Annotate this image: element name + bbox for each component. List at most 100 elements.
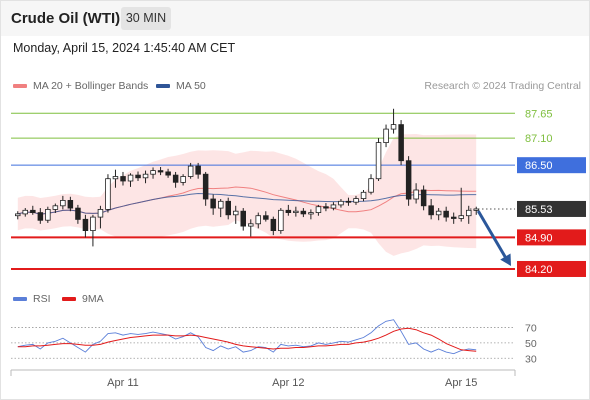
candle-body <box>270 218 277 232</box>
rsi-level-label: 70 <box>525 322 537 334</box>
candle <box>45 206 51 223</box>
candle-body <box>127 174 134 182</box>
candle <box>75 204 81 224</box>
candle-body <box>67 199 74 209</box>
candle-body <box>112 176 119 180</box>
candle <box>360 190 367 202</box>
candle-body <box>75 207 81 220</box>
candle-body <box>240 210 246 227</box>
candle-body <box>278 209 284 232</box>
candle-body <box>120 176 126 182</box>
candle <box>413 183 419 204</box>
candle-body <box>300 210 307 215</box>
candle <box>60 195 66 210</box>
candle <box>195 162 201 179</box>
candle-body <box>14 213 21 217</box>
level-label-87.10: 87.10 <box>525 133 553 145</box>
candle-body <box>187 165 194 177</box>
candle <box>165 168 171 178</box>
candle <box>308 209 314 220</box>
legend-ma20-label: MA 20 + Bollinger Bands <box>33 80 149 92</box>
rsi-level-label: 50 <box>525 338 537 350</box>
candle-body <box>315 206 322 213</box>
candle <box>14 211 21 220</box>
legend-ma20: MA 20 + Bollinger Bands <box>13 80 148 92</box>
candle <box>82 214 89 238</box>
candle <box>428 199 434 220</box>
header-bar: Crude Oil (WTI) 30 MIN <box>0 0 590 36</box>
candle <box>338 199 344 208</box>
candle-body <box>210 198 216 209</box>
candle <box>270 216 277 236</box>
candle <box>473 206 479 215</box>
candle-body <box>165 171 171 176</box>
candle-body <box>135 174 141 179</box>
candle-body <box>330 204 337 209</box>
candle <box>105 174 111 213</box>
candle <box>330 202 337 211</box>
candle <box>52 203 59 214</box>
candle <box>375 138 382 181</box>
candle-body <box>465 209 472 217</box>
candle <box>278 208 284 234</box>
rsi-swatch <box>13 297 27 302</box>
candle <box>390 108 397 134</box>
level-badge <box>517 200 586 217</box>
candle-body <box>82 218 89 232</box>
candle-body <box>368 178 374 193</box>
level-badge-text: 84.20 <box>525 264 553 276</box>
candle-body <box>413 189 419 200</box>
candle-body <box>263 215 269 220</box>
candle <box>285 204 292 216</box>
candle <box>345 197 352 206</box>
level-badge <box>517 229 586 246</box>
candle-body <box>157 170 164 173</box>
legend-rsi: RSI <box>13 293 51 305</box>
level-label-text: 87.10 <box>525 133 553 145</box>
candle-body <box>420 189 427 207</box>
timestamp: Monday, April 15, 2024 1:45:40 AM CET <box>13 41 236 55</box>
candle-body <box>293 210 299 213</box>
candle-body <box>225 200 231 216</box>
level-label-85.53: 85.53 <box>517 200 586 217</box>
level-label-86.50: 86.50 <box>517 157 586 174</box>
x-axis-label: Apr 12 <box>272 377 304 389</box>
ma20-swatch <box>13 84 27 89</box>
timeframe-button[interactable]: 30 MIN <box>121 7 171 30</box>
candle-body <box>405 160 412 200</box>
candle <box>450 212 457 224</box>
candle-body <box>180 176 186 183</box>
level-badge-text: 85.53 <box>525 204 553 216</box>
candle <box>247 219 254 237</box>
candle <box>142 170 149 184</box>
candle <box>435 208 442 221</box>
candle <box>172 171 179 188</box>
candle-body <box>428 205 434 216</box>
candle <box>398 120 404 166</box>
candle-body <box>202 173 209 200</box>
legend-ma50-label: MA 50 <box>176 80 206 92</box>
candle <box>368 174 374 195</box>
candle-body <box>45 208 51 221</box>
legend-rsi-ma: 9MA <box>62 293 104 305</box>
candle-body <box>473 208 479 211</box>
candle <box>150 167 156 179</box>
candle-body <box>52 205 59 210</box>
legend-rsi-ma-label: 9MA <box>82 293 104 305</box>
candle <box>232 205 239 224</box>
level-badge <box>517 260 586 277</box>
forecast-arrow-head <box>500 253 511 266</box>
candle-body <box>353 198 359 203</box>
candle <box>300 208 307 218</box>
candle-body <box>443 210 449 218</box>
rsi-level-label: 30 <box>525 353 537 365</box>
candle-body <box>217 200 224 209</box>
candle-body <box>255 215 261 225</box>
candle <box>112 169 119 188</box>
candle-body <box>323 206 329 209</box>
candle-body <box>172 174 179 183</box>
bollinger-band <box>17 134 477 256</box>
candle-body <box>90 216 96 232</box>
candle-body <box>142 173 149 179</box>
